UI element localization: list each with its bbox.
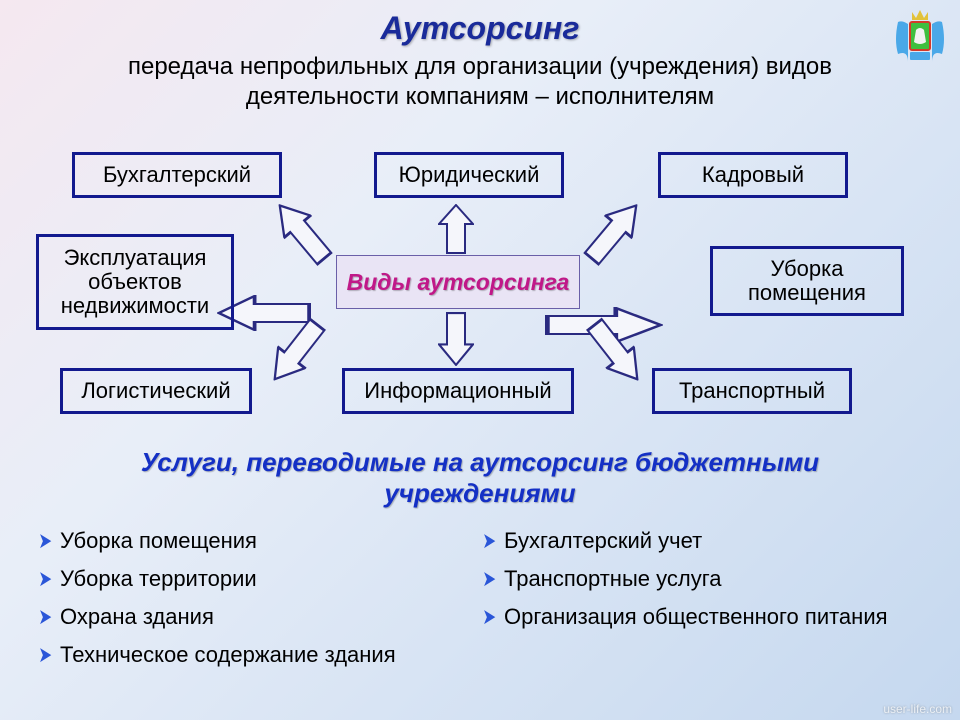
box-realestate: Эксплуатация объектов недвижимости (36, 234, 234, 330)
bullet-item: Бухгалтерский учет (480, 528, 920, 554)
crest-base (910, 52, 930, 60)
crest-ribbon-right (932, 21, 944, 62)
box-logistics: Логистический (60, 368, 252, 414)
bullet-item: Охрана здания (36, 604, 396, 630)
arrow-5 (577, 193, 651, 271)
box-transport: Транспортный (652, 368, 852, 414)
crest-ribbon-left (896, 21, 908, 62)
arrow-0 (438, 204, 474, 254)
bullet-item: Уборка территории (36, 566, 396, 592)
bullet-item: Техническое содержание здания (36, 642, 396, 668)
bullet-list-right: Бухгалтерский учет Транспортные услуга Орг… (480, 528, 920, 642)
box-info: Информационный (342, 368, 574, 414)
box-hr: Кадровый (658, 152, 848, 198)
bullet-item: Организация общественного питания (480, 604, 920, 630)
crest-crown (912, 10, 928, 20)
slide-stage: Аутсорсинг передача непрофильных для орг… (0, 0, 960, 720)
bullet-item: Транспортные услуга (480, 566, 920, 592)
box-cleaning: Уборка помещения (710, 246, 904, 316)
section-title: Услуги, переводимые на аутсорсинг бюджет… (80, 447, 880, 509)
bullet-list-left: Уборка помещения Уборка территории Охрана … (36, 528, 396, 680)
box-accounting: Бухгалтерский (72, 152, 282, 198)
center-box: Виды аутсорсинга (336, 255, 580, 309)
page-subtitle: передача непрофильных для организации (у… (60, 52, 900, 112)
watermark: user-life.com (883, 702, 952, 716)
arrow-4 (265, 193, 339, 271)
arrow-1 (438, 312, 474, 366)
page-title: Аутсорсинг (0, 10, 960, 47)
crest-icon (890, 6, 950, 70)
bullet-item: Уборка помещения (36, 528, 396, 554)
box-legal: Юридический (374, 152, 564, 198)
